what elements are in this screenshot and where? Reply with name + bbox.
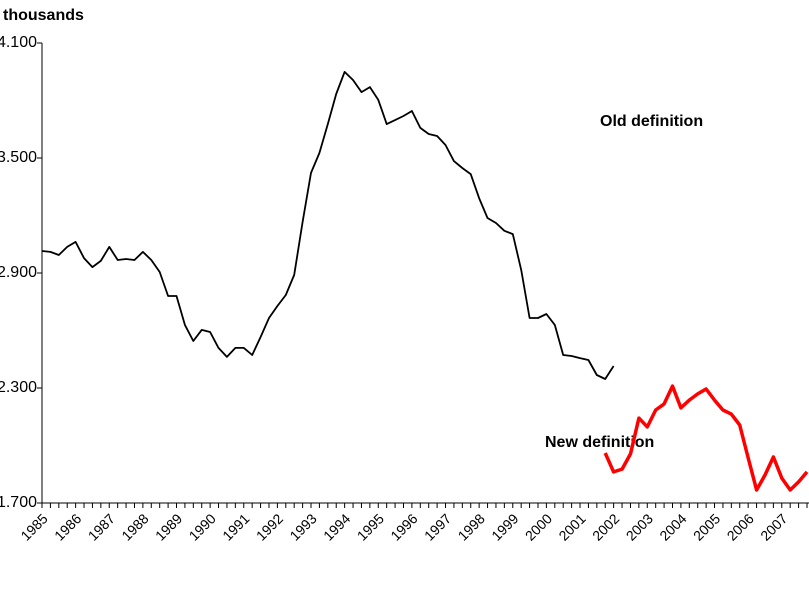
annotation: Old definition xyxy=(600,113,703,130)
x-tick-label: 2003 xyxy=(623,510,656,543)
x-tick-label: 1987 xyxy=(85,510,118,543)
x-tick-label: 1990 xyxy=(186,510,219,543)
y-axis-label: thousands xyxy=(3,7,84,24)
x-tick-label: 1995 xyxy=(354,510,387,543)
y-tick-label: 4.100 xyxy=(0,34,37,51)
y-tick-label: 3.500 xyxy=(0,149,37,166)
x-tick-label: 1998 xyxy=(455,510,488,543)
series-line xyxy=(603,384,809,492)
x-tick-label: 2004 xyxy=(656,510,689,543)
x-tick-label: 1993 xyxy=(286,510,319,543)
annotation: New definition xyxy=(545,434,654,451)
x-tick-label: 2007 xyxy=(757,510,790,543)
x-tick-label: 2001 xyxy=(555,510,588,543)
x-tick-label: 1997 xyxy=(421,510,454,543)
x-tick-label: 1985 xyxy=(17,510,50,543)
x-tick-label: 1988 xyxy=(118,510,151,543)
x-tick-label: 1986 xyxy=(51,510,84,543)
y-tick-label: 2.300 xyxy=(0,379,37,396)
x-tick-label: 2000 xyxy=(522,510,555,543)
x-tick-label: 2006 xyxy=(724,510,757,543)
y-tick-label: 2.900 xyxy=(0,264,37,281)
x-tick-label: 1994 xyxy=(320,510,353,543)
x-tick-label: 1989 xyxy=(152,510,185,543)
x-tick-label: 1996 xyxy=(387,510,420,543)
y-tick-label: 1.700 xyxy=(0,494,37,511)
series-line xyxy=(41,71,615,380)
x-tick-label: 2002 xyxy=(589,510,622,543)
x-tick-label: 1991 xyxy=(219,510,252,543)
x-tick-label: 1992 xyxy=(253,510,286,543)
x-tick-label: 1999 xyxy=(488,510,521,543)
x-tick-label: 2005 xyxy=(690,510,723,543)
